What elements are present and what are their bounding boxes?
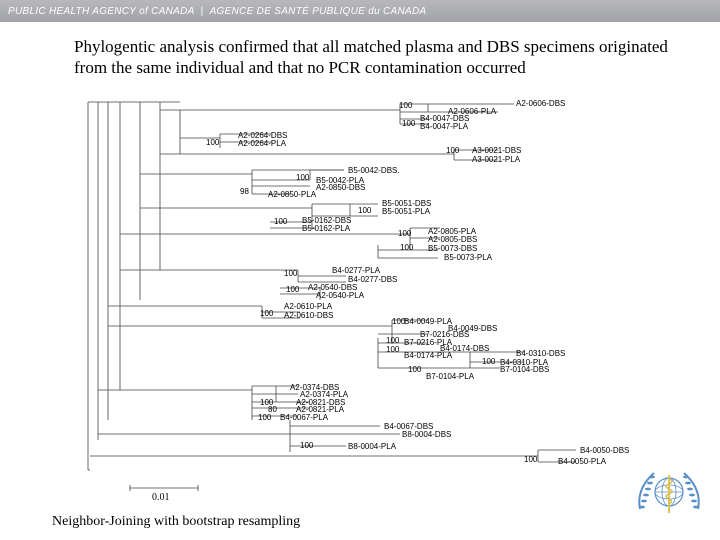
bootstrap-value: 100 bbox=[398, 230, 411, 238]
header-separator: | bbox=[201, 6, 204, 17]
bootstrap-value: 100 bbox=[392, 318, 405, 326]
bootstrap-value: 100 bbox=[260, 310, 273, 318]
bootstrap-value: 100 bbox=[402, 120, 415, 128]
tip-label: A2-0850-DBS bbox=[316, 184, 365, 192]
phylogenetic-tree: A2-0606-DBSA2-0606-PLAB4-0047-DBSB4-0047… bbox=[0, 90, 720, 510]
tip-label: B4-0047-PLA bbox=[420, 123, 468, 131]
tip-label: B5-0073-PLA bbox=[444, 254, 492, 262]
bootstrap-value: 100 bbox=[482, 358, 495, 366]
tip-label: B4-0050-PLA bbox=[558, 458, 606, 466]
tip-label: B4-0050-DBS bbox=[580, 447, 629, 455]
tip-label: B5-0051-PLA bbox=[382, 208, 430, 216]
agency-header: PUBLIC HEALTH AGENCY of CANADA | AGENCE … bbox=[0, 0, 720, 22]
tip-label: A2-0805-DBS bbox=[428, 236, 477, 244]
tip-label: B8-0004-DBS bbox=[402, 431, 451, 439]
bootstrap-value: 100 bbox=[386, 337, 399, 345]
scale-bar-label: 0.01 bbox=[152, 492, 170, 503]
tree-method-caption: Neighbor-Joining with bootstrap resampli… bbox=[52, 514, 300, 530]
who-logo bbox=[634, 467, 704, 526]
bootstrap-value: 100 bbox=[524, 456, 537, 464]
bootstrap-value: 100 bbox=[399, 102, 412, 110]
tip-label: B4-0049-PLA bbox=[404, 318, 452, 326]
bootstrap-value: 98 bbox=[240, 188, 249, 196]
tip-label: A2-0540-PLA bbox=[316, 292, 364, 300]
bootstrap-value: 100 bbox=[274, 218, 287, 226]
tip-label: B5-0042-DBS. bbox=[348, 167, 400, 175]
tip-label: B7-0104-PLA bbox=[426, 373, 474, 381]
bootstrap-value: 100 bbox=[400, 244, 413, 252]
bootstrap-value: 100 bbox=[206, 139, 219, 147]
slide-title: Phylogentic analysis confirmed that all … bbox=[74, 36, 674, 79]
tip-label: B5-0073-DBS bbox=[428, 245, 477, 253]
tip-label: A2-0850-PLA bbox=[268, 191, 316, 199]
bootstrap-value: 100 bbox=[300, 442, 313, 450]
bootstrap-value: 100 bbox=[386, 346, 399, 354]
bootstrap-value: 100 bbox=[446, 147, 459, 155]
tip-label: A2-0610-DBS bbox=[284, 312, 333, 320]
tip-label: B4-0067-PLA bbox=[280, 414, 328, 422]
tip-label: B4-0174-PLA bbox=[404, 352, 452, 360]
bootstrap-value: 100 bbox=[358, 207, 371, 215]
tip-label: B5-0162-PLA bbox=[302, 225, 350, 233]
bootstrap-value: 100 bbox=[258, 414, 271, 422]
tip-label: B4-0310-DBS bbox=[516, 350, 565, 358]
bootstrap-value: 100 bbox=[296, 174, 309, 182]
tip-label: A2-0610-PLA bbox=[284, 303, 332, 311]
bootstrap-value: 100 bbox=[408, 366, 421, 374]
tip-label: A2-0606-DBS bbox=[516, 100, 565, 108]
tip-label: B8-0004-PLA bbox=[348, 443, 396, 451]
tip-label: A3-0021-DBS bbox=[472, 147, 521, 155]
header-right: AGENCE DE SANTÉ PUBLIQUE du CANADA bbox=[210, 6, 427, 17]
tip-label: A3-0021-PLA bbox=[472, 156, 520, 164]
tip-label: B4-0277-PLA bbox=[332, 267, 380, 275]
bootstrap-value: 100 bbox=[284, 270, 297, 278]
tip-label: B7-0104-DBS bbox=[500, 366, 549, 374]
bootstrap-value: 100 bbox=[286, 286, 299, 294]
tip-label: A2-0264-PLA bbox=[238, 140, 286, 148]
header-left: PUBLIC HEALTH AGENCY of CANADA bbox=[8, 6, 195, 17]
